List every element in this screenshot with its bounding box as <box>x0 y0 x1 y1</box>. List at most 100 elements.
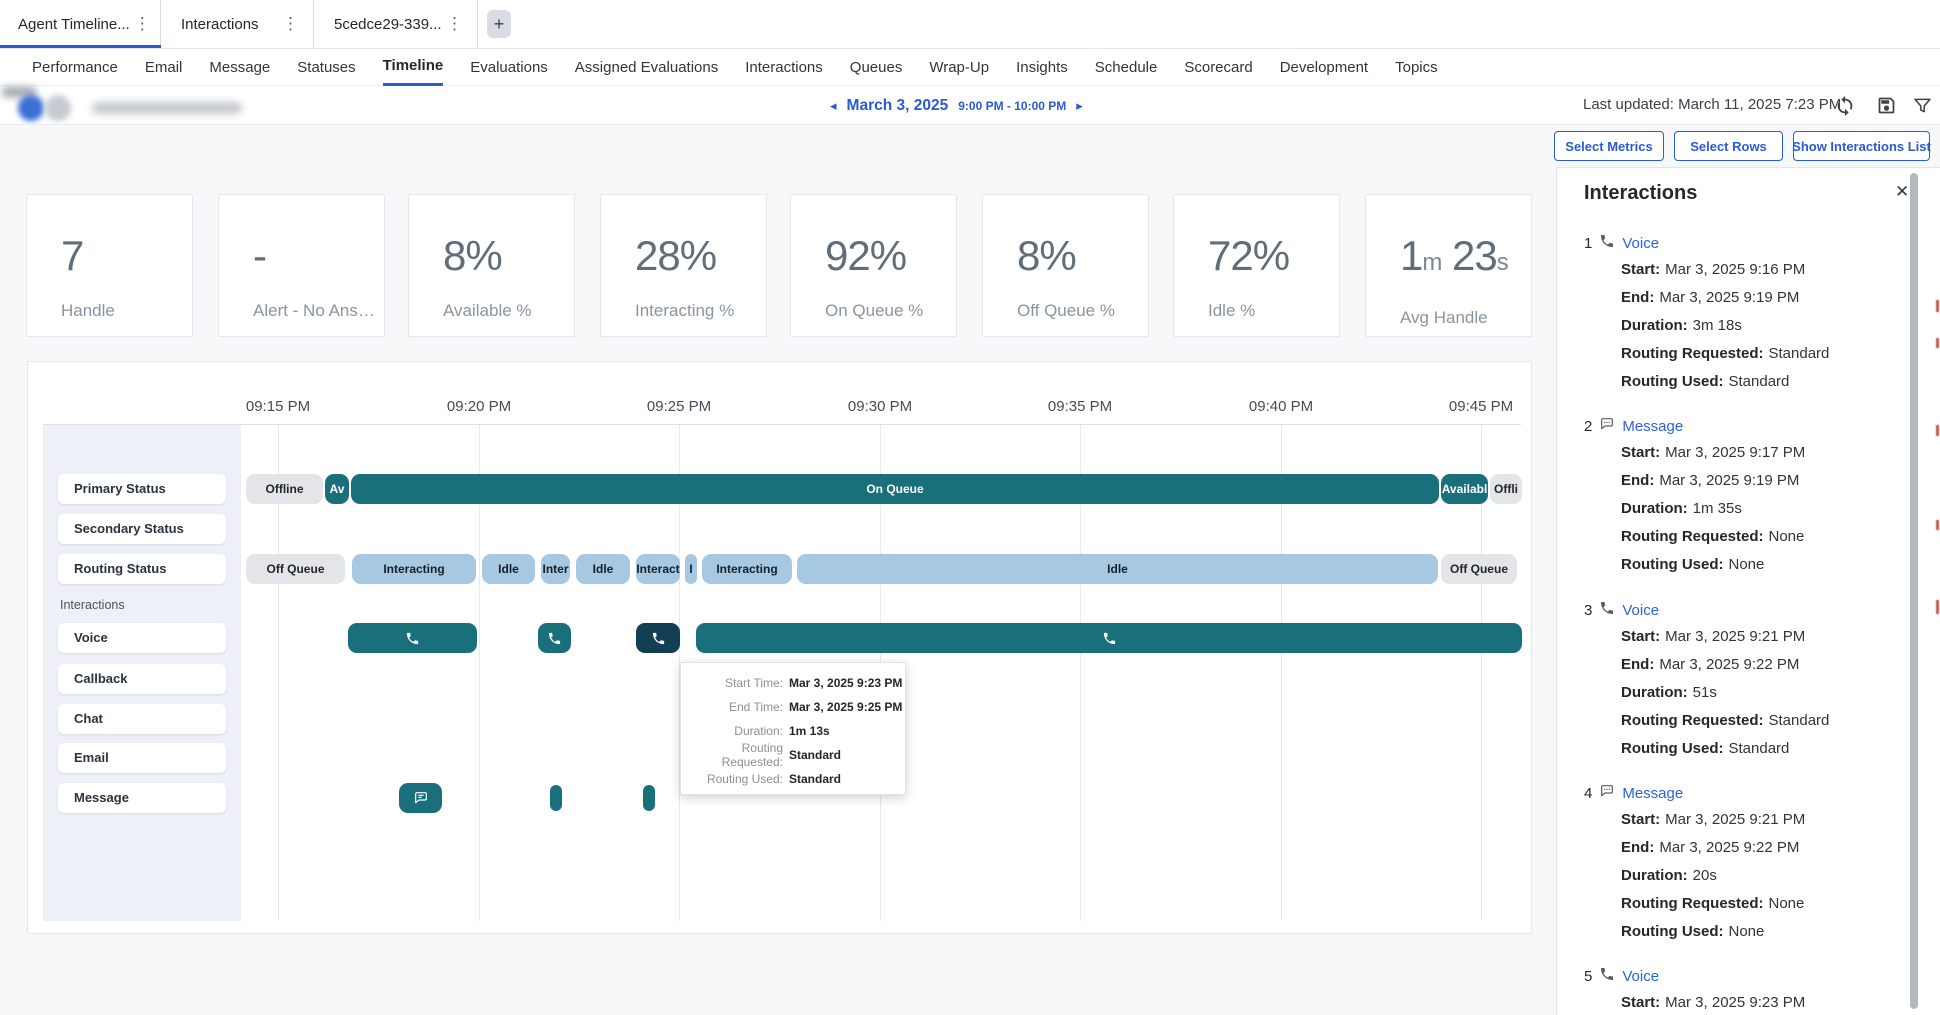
axis-tick: 09:30 PM <box>847 398 913 415</box>
kebab-menu-icon[interactable]: ⋮ <box>133 14 151 33</box>
primary-status-bar-offline[interactable]: Offli <box>1490 474 1522 504</box>
interaction-type-link[interactable]: Voice <box>1622 234 1660 252</box>
nav-wrap-up[interactable]: Wrap-Up <box>929 58 990 76</box>
select-metrics-button[interactable]: Select Metrics <box>1554 131 1664 161</box>
phone-icon <box>1599 966 1615 986</box>
metric-value: 7 <box>61 232 84 279</box>
routing-bar-interacting[interactable]: Interacting <box>702 554 792 584</box>
voice-interaction-bar-selected[interactable] <box>636 623 680 653</box>
routing-bar-idle[interactable]: Idle <box>482 554 535 584</box>
next-day-icon[interactable]: ▸ <box>1076 98 1083 113</box>
close-icon[interactable]: ✕ <box>1895 182 1910 201</box>
nav-message[interactable]: Message <box>209 58 271 76</box>
metric-card-interacting: 28% Interacting % <box>600 194 767 337</box>
tooltip-label: Routing Used: <box>706 772 783 786</box>
metric-value: 92% <box>825 232 907 279</box>
primary-status-bar-available[interactable]: Av <box>325 474 349 504</box>
plus-icon: + <box>493 13 505 34</box>
nav-evaluations[interactable]: Evaluations <box>470 58 548 76</box>
panel-title: Interactions <box>1584 182 1698 204</box>
primary-status-bar-available[interactable]: Availabl <box>1441 474 1488 504</box>
nav-performance[interactable]: Performance <box>32 58 118 76</box>
row-label-callback: Callback <box>58 664 226 694</box>
metric-card-on-queue: 92% On Queue % <box>790 194 957 337</box>
routing-bar-off-queue[interactable]: Off Queue <box>1441 554 1517 584</box>
save-icon[interactable] <box>1876 95 1898 117</box>
nav-statuses[interactable]: Statuses <box>297 58 356 76</box>
interaction-tooltip: Start Time: Mar 3, 2025 9:23 PM End Time:… <box>680 662 906 795</box>
detail-row: Routing Requested: None <box>1621 528 1805 545</box>
voice-interaction-bar[interactable] <box>538 623 571 653</box>
routing-bar-interacting[interactable]: Interact <box>636 554 680 584</box>
interactions-panel: Interactions ✕ 1 Voice Start: Mar 3, 2025… <box>1556 167 1940 1015</box>
nav-interactions[interactable]: Interactions <box>745 58 823 76</box>
kebab-menu-icon[interactable]: ⋮ <box>446 14 463 33</box>
gridline <box>679 425 680 921</box>
voice-interaction-bar[interactable] <box>348 623 477 653</box>
nav-topics[interactable]: Topics <box>1395 58 1438 76</box>
nav-email[interactable]: Email <box>144 58 183 76</box>
routing-bar-idle[interactable]: Idle <box>576 554 630 584</box>
nav-insights[interactable]: Insights <box>1016 58 1068 76</box>
interaction-list-item: 3 Voice <box>1584 600 1659 620</box>
metric-label: Alert - No Answ... <box>253 301 378 320</box>
primary-status-bar-on-queue[interactable]: On Queue <box>351 474 1439 504</box>
tooltip-value: Standard <box>789 748 842 762</box>
interaction-type-link[interactable]: Message <box>1622 417 1684 435</box>
metric-value: - <box>253 232 267 279</box>
nav-scorecard[interactable]: Scorecard <box>1184 58 1253 76</box>
select-rows-button[interactable]: Select Rows <box>1674 131 1783 161</box>
tooltip-value: 1m 13s <box>789 724 830 738</box>
avatar <box>45 95 71 121</box>
detail-row: Duration: 1m 35s <box>1621 500 1742 517</box>
panel-scrollbar[interactable] <box>1910 173 1918 1009</box>
metric-card-idle: 72% Idle % <box>1173 194 1340 337</box>
kebab-menu-icon[interactable]: ⋮ <box>282 14 299 33</box>
axis-tick: 09:25 PM <box>646 398 712 415</box>
primary-status-bar-offline[interactable]: Offline <box>246 474 323 504</box>
date-label[interactable]: March 3, 2025 <box>846 97 949 114</box>
metric-value: 8% <box>1017 232 1077 279</box>
detail-row: Routing Used: None <box>1621 556 1765 573</box>
routing-bar-idle[interactable]: Idle <box>797 554 1438 584</box>
tab-label: Agent Timeline... <box>18 15 130 33</box>
row-label-routing-status: Routing Status <box>58 554 226 584</box>
interaction-type-link[interactable]: Voice <box>1622 601 1660 619</box>
metric-label: Off Queue % <box>1017 301 1115 320</box>
gridline <box>1281 425 1282 921</box>
message-interaction-bar[interactable] <box>550 785 562 811</box>
routing-bar-idle[interactable]: I <box>685 554 697 584</box>
nav-schedule[interactable]: Schedule <box>1094 58 1158 76</box>
item-index: 3 <box>1584 601 1593 619</box>
axis-tick: 09:15 PM <box>245 398 311 415</box>
row-label-voice: Voice <box>58 623 226 653</box>
interaction-type-link[interactable]: Message <box>1622 784 1684 802</box>
nav-timeline[interactable]: Timeline <box>382 49 444 86</box>
routing-bar-off-queue[interactable]: Off Queue <box>246 554 345 584</box>
metric-label: Idle % <box>1208 301 1256 320</box>
routing-bar-interacting[interactable]: Inter <box>541 554 570 584</box>
tooltip-value: Standard <box>789 772 842 786</box>
voice-interaction-bar[interactable] <box>696 623 1522 653</box>
refresh-icon[interactable] <box>1834 95 1856 117</box>
routing-bar-interacting[interactable]: Interacting <box>352 554 476 584</box>
tab-interactions[interactable]: Interactions ⋮ <box>163 0 314 48</box>
nav-development[interactable]: Development <box>1279 58 1369 76</box>
prev-day-icon[interactable]: ◂ <box>830 98 837 113</box>
interaction-type-link[interactable]: Voice <box>1622 967 1660 985</box>
detail-row: Start: Mar 3, 2025 9:16 PM <box>1621 261 1806 278</box>
show-interactions-list-button[interactable]: Show Interactions List <box>1792 131 1931 161</box>
filter-icon[interactable] <box>1912 95 1934 117</box>
metric-card-handle: 7 Handle <box>26 194 193 337</box>
message-interaction-bar[interactable] <box>643 785 655 811</box>
tab-interaction-id[interactable]: 5cedce29-339... ⋮ <box>316 0 478 48</box>
new-tab-button[interactable]: + <box>487 10 511 38</box>
nav-queues[interactable]: Queues <box>849 58 903 76</box>
nav-assigned-evaluations[interactable]: Assigned Evaluations <box>574 58 719 76</box>
message-interaction-bar[interactable] <box>399 783 442 813</box>
tab-agent-timeline[interactable]: Agent Timeline... ⋮ <box>0 0 161 48</box>
axis-tick: 09:40 PM <box>1248 398 1314 415</box>
detail-row: Start: Mar 3, 2025 9:23 PM <box>1621 994 1806 1011</box>
metric-value: 28% <box>635 232 717 279</box>
